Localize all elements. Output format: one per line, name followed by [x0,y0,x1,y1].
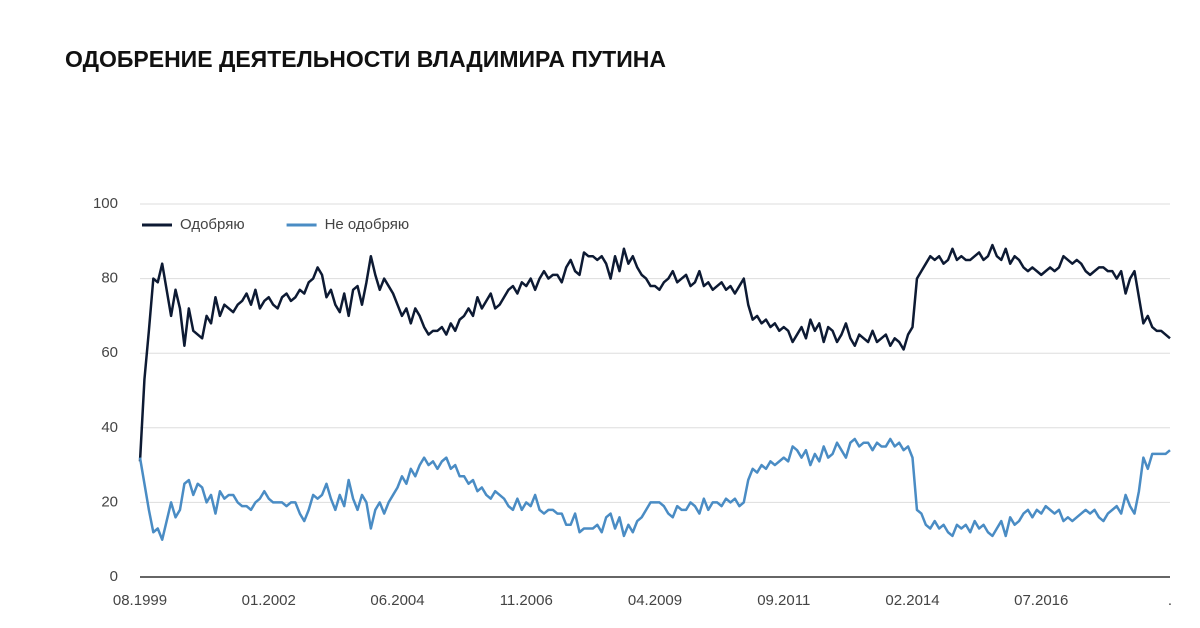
x-tick-label: 01.2002 [242,592,296,609]
chart-title: ОДОБРЕНИЕ ДЕЯТЕЛЬНОСТИ ВЛАДИМИРА ПУТИНА [65,46,666,72]
x-tick-label: 08.1999 [113,592,167,609]
y-tick-label: 80 [101,270,118,287]
x-tick-label: 02.2014 [885,592,939,609]
y-tick-label: 20 [101,493,118,510]
x-tick-label: 04.2009 [628,592,682,609]
y-tick-label: 0 [110,568,118,585]
x-tick-label: 09.2011 [757,592,810,609]
y-tick-label: 100 [93,195,118,212]
x-tick-label: . [1168,592,1172,609]
legend-label: Одобряю [180,216,245,233]
line-series [138,437,1171,541]
x-tick-label: 06.2004 [370,592,424,609]
legend-label: Не одобряю [325,216,410,233]
y-tick-label: 40 [101,419,118,436]
x-tick-label: 07.2016 [1014,592,1068,609]
x-tick-label: 11.2006 [500,592,553,609]
line-series [138,243,1171,462]
y-tick-label: 60 [101,344,118,361]
